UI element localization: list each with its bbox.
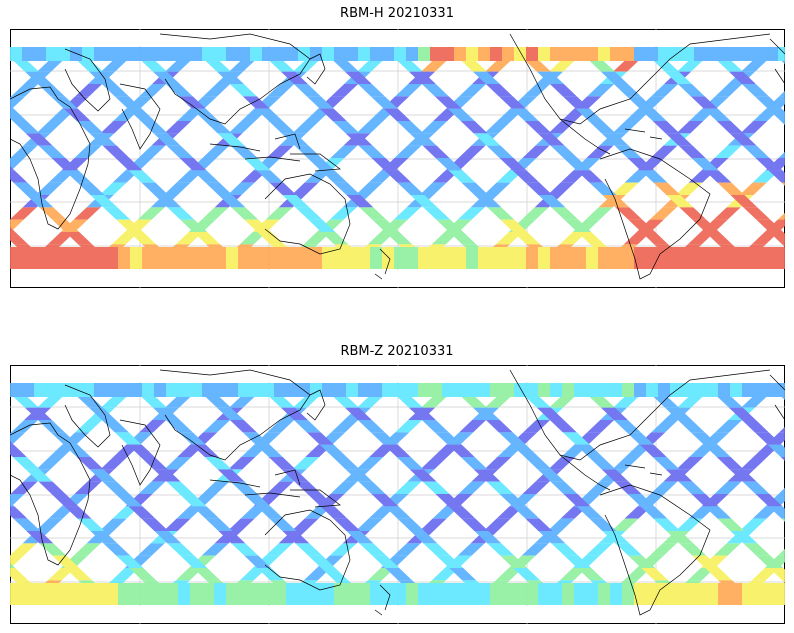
rbm-h-panel: RBM-H 20210331	[0, 0, 794, 300]
rbm-z-panel: RBM-Z 20210331	[0, 338, 794, 633]
panel-title-rbm-h: RBM-H 20210331	[340, 6, 454, 21]
rbm-z-map	[10, 365, 785, 624]
coastlines	[10, 369, 785, 616]
orbit-swaths	[10, 383, 785, 605]
coastlines	[10, 33, 785, 280]
panel-title-rbm-z: RBM-Z 20210331	[340, 344, 454, 359]
rbm-h-map	[10, 29, 785, 288]
orbit-swaths	[10, 47, 785, 269]
